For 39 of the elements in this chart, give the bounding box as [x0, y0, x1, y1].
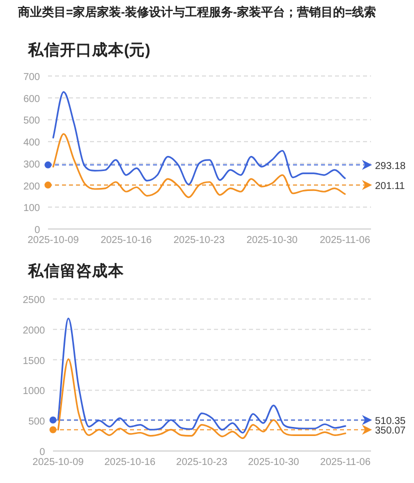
ref-line: 201.11 [48, 181, 405, 192]
x-tick-label: 2025-10-30 [248, 457, 300, 468]
y-tick-label: 100 [23, 203, 40, 214]
ref-line-label: 350.07 [375, 426, 406, 437]
ref-line-label: 293.18 [375, 160, 406, 172]
y-tick-label: 300 [23, 159, 40, 170]
line-series [57, 318, 346, 434]
y-tick-label: 500 [28, 416, 46, 428]
x-tick-label: 2025-10-23 [176, 457, 228, 468]
x-tick-label: 2025-11-06 [320, 235, 371, 246]
y-tick-label: 700 [23, 72, 40, 83]
text: 商业类目=家居家装-装修设计与工程服务-家装平台；营销目的=线索 [17, 5, 376, 19]
y-tick-label: 1500 [22, 356, 46, 367]
x-tick-label: 2025-10-23 [174, 235, 226, 246]
line-series [57, 358, 346, 440]
y-tick-label: 0 [39, 447, 46, 458]
x-tick-label: 2025-10-16 [104, 457, 156, 468]
chart-title: 私信留咨成本 [27, 262, 125, 280]
y-tick-label: 2500 [22, 295, 46, 306]
y-tick-label: 1000 [22, 386, 46, 398]
ref-line-label: 201.11 [375, 181, 406, 192]
line-series [52, 91, 346, 186]
x-tick-label: 2025-10-09 [32, 457, 84, 468]
ref-line: 293.18 [48, 160, 406, 172]
x-tick-label: 2025-10-30 [246, 235, 298, 246]
y-tick-label: 0 [34, 225, 40, 236]
y-tick-label: 200 [23, 181, 40, 192]
x-tick-label: 2025-10-16 [100, 235, 152, 246]
x-tick-label: 2025-11-06 [320, 457, 371, 468]
ref-line-label: 510.35 [375, 416, 406, 427]
chart-title: 私信开口成本(元) [27, 41, 150, 59]
y-tick-label: 500 [23, 116, 40, 127]
y-tick-label: 600 [23, 94, 40, 105]
ref-line: 350.07 [52, 426, 406, 437]
ref-line: 510.35 [52, 416, 406, 427]
y-tick-label: 400 [23, 138, 40, 149]
x-tick-label: 2025-10-09 [28, 235, 80, 246]
line-series [52, 133, 346, 198]
y-tick-label: 2000 [22, 325, 46, 336]
